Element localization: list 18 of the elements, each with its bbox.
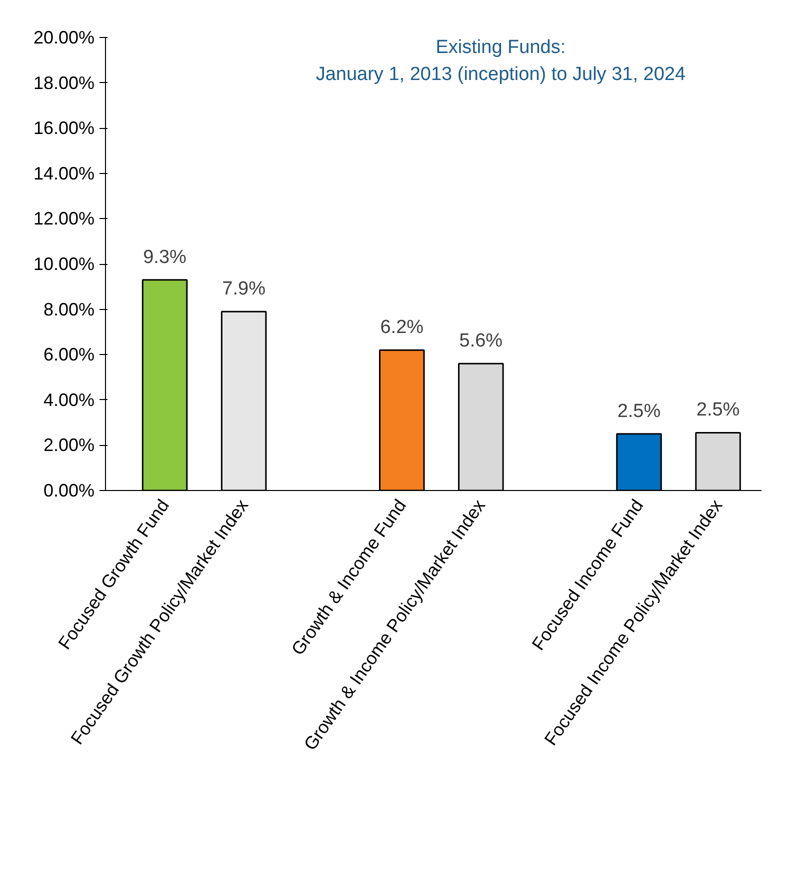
y-tick-label: 6.00%: [43, 344, 95, 365]
y-tick-label: 0.00%: [43, 480, 95, 500]
text: Existing Funds: January 1, 2013 (inception) to July 31, 2024: [316, 36, 686, 86]
y-tick-label: 16.00%: [33, 118, 95, 138]
data-label: 7.9%: [222, 278, 266, 300]
y-tick-label: 8.00%: [43, 299, 95, 320]
data-label: 6.2%: [380, 317, 424, 338]
y-tick-label: 2.00%: [43, 435, 95, 456]
y-tick-label: 10.00%: [33, 254, 95, 274]
y-tick-label: 4.00%: [43, 390, 95, 410]
data-label: 9.3%: [143, 246, 187, 268]
y-tick-label: 14.00%: [33, 163, 95, 184]
data-label: 2.5%: [617, 400, 661, 422]
y-tick-label: 18.00%: [33, 72, 95, 93]
data-label: 5.6%: [459, 330, 503, 352]
y-tick-label: 20.00%: [33, 28, 95, 48]
y-tick-label: 12.00%: [33, 208, 95, 229]
data-label: 2.5%: [696, 400, 740, 421]
